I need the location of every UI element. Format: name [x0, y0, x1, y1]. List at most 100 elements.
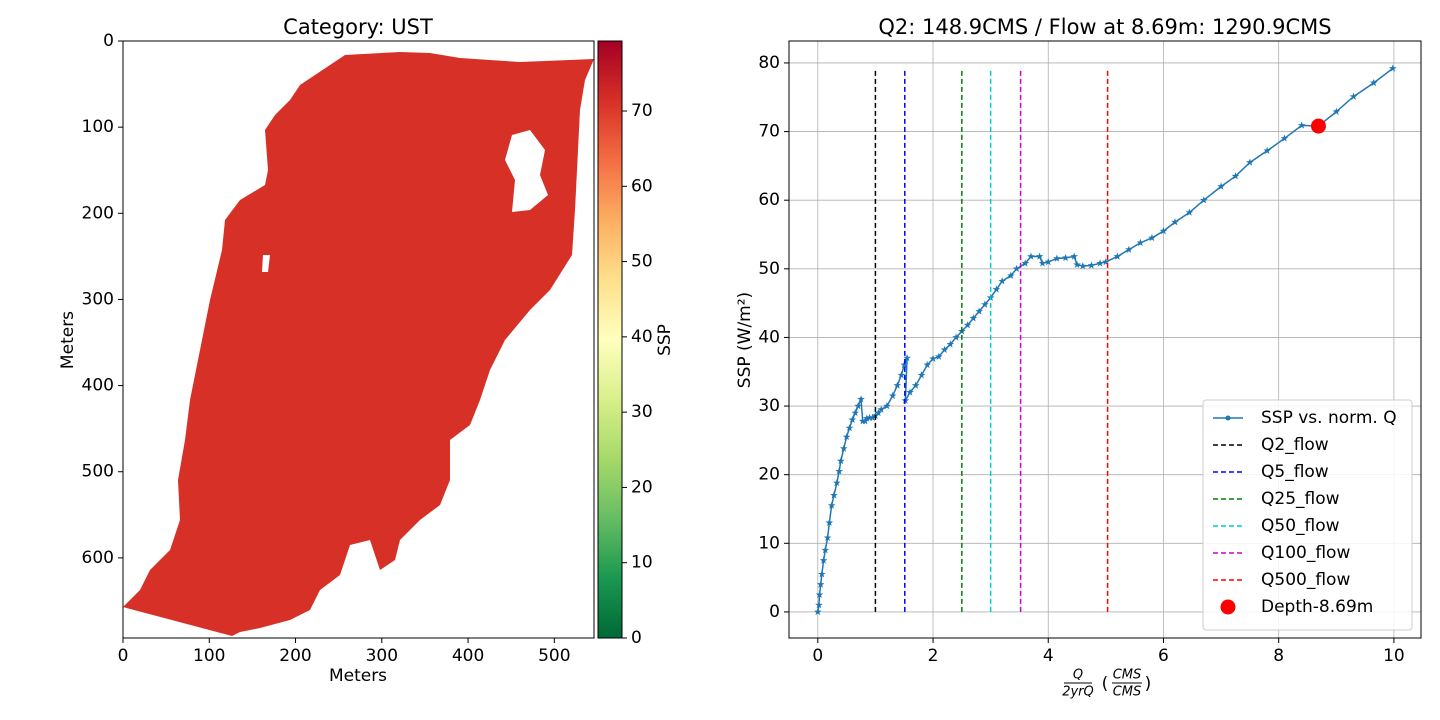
star-marker: [823, 533, 832, 542]
star-marker: [998, 277, 1006, 285]
star-marker: [952, 333, 960, 341]
raster-hole: [262, 255, 270, 272]
colorbar-tick-label: 20: [631, 477, 653, 497]
x-tick-label: 8: [1273, 646, 1284, 666]
star-marker: [893, 381, 902, 389]
colorbar-tick-label: 0: [631, 628, 642, 648]
y-tick-label: 600: [82, 548, 114, 568]
y-tick-label: 300: [82, 289, 114, 309]
star-marker: [1079, 262, 1087, 270]
star-marker: [1087, 261, 1096, 269]
star-marker: [1061, 253, 1070, 262]
y-tick-label: 10: [758, 533, 780, 553]
star-marker: [1125, 245, 1133, 253]
star-marker: [877, 405, 885, 413]
legend-swatch: [1220, 599, 1236, 615]
star-marker: [848, 415, 857, 424]
star-marker: [818, 570, 826, 578]
star-marker: [1044, 257, 1053, 266]
legend-label: SSP vs. norm. Q: [1261, 408, 1397, 428]
star-marker: [814, 607, 822, 616]
star-marker: [816, 580, 825, 588]
chart-title: Q2: 148.9CMS / Flow at 8.69m: 1290.9CMS: [878, 15, 1331, 39]
x-label-unit-denominator: CMS: [1113, 685, 1142, 700]
legend-box: [1202, 399, 1413, 631]
legend-label: Q25_flow: [1261, 489, 1340, 509]
star-marker: [833, 478, 841, 487]
y-tick-label: 500: [82, 462, 114, 482]
x-tick-label: 300: [366, 646, 398, 666]
star-marker: [1349, 92, 1358, 100]
y-tick-label: 80: [758, 53, 780, 73]
x-label-unit-numerator: CMS: [1113, 668, 1142, 683]
star-marker: [868, 413, 877, 421]
star-marker: [1297, 121, 1306, 129]
star-marker: [1263, 146, 1271, 155]
x-tick-label: 200: [279, 646, 311, 666]
star-marker: [903, 354, 911, 362]
star-marker: [1021, 259, 1030, 267]
star-marker: [1171, 218, 1179, 226]
star-marker: [1159, 227, 1168, 235]
legend-label: Q5_flow: [1261, 462, 1329, 482]
star-marker: [1038, 259, 1047, 267]
star-marker: [1073, 260, 1081, 268]
star-marker: [1388, 64, 1397, 72]
star-marker: [906, 388, 914, 396]
plot-frame: [788, 40, 1422, 639]
star-marker: [1217, 182, 1225, 190]
y-tick-label: 200: [82, 203, 114, 223]
star-marker: [975, 307, 983, 315]
star-marker: [1136, 238, 1145, 246]
star-marker: [839, 444, 848, 452]
y-tick-label: 60: [758, 190, 780, 210]
y-tick-label: 0: [769, 602, 780, 622]
plot-frame: [122, 40, 595, 639]
star-marker: [854, 402, 862, 410]
star-marker: [900, 360, 909, 369]
legend-marker: [1225, 415, 1231, 421]
star-marker: [1035, 252, 1044, 260]
y-axis-label: SSP (W/m²): [735, 292, 755, 388]
x-tick-label: 0: [812, 646, 823, 666]
colorbar-tick-label: 60: [631, 176, 653, 196]
x-tick-label: 10: [1383, 646, 1405, 666]
x-tick-label: 500: [538, 646, 570, 666]
colorbar-tick-label: 40: [631, 327, 653, 347]
colorbar-tick-label: 70: [631, 101, 653, 121]
scatter-point: [1310, 118, 1326, 134]
star-marker: [923, 360, 932, 369]
star-marker: [1012, 264, 1021, 273]
paren: ): [1145, 674, 1152, 694]
star-marker: [1102, 257, 1110, 266]
star-marker: [1113, 252, 1122, 260]
x-tick-label: 400: [452, 646, 484, 666]
x-tick-label: 4: [1043, 646, 1054, 666]
legend-label: Q500_flow: [1261, 570, 1350, 590]
star-marker: [940, 345, 949, 354]
star-marker: [946, 340, 955, 348]
star-marker: [874, 408, 883, 417]
star-marker: [929, 354, 937, 362]
star-marker: [888, 391, 897, 400]
y-tick-label: 400: [82, 376, 114, 396]
star-marker: [897, 371, 906, 379]
star-marker: [827, 501, 836, 509]
legend-label: Q2_flow: [1261, 435, 1329, 455]
legend-label: Q50_flow: [1261, 516, 1340, 536]
legend-label: Depth-8.69m: [1261, 597, 1373, 617]
star-marker: [1200, 196, 1208, 204]
y-tick-label: 100: [82, 117, 114, 137]
star-marker: [821, 546, 830, 554]
star-marker: [1053, 254, 1061, 262]
star-marker: [1332, 107, 1341, 115]
chart-title: Category: UST: [283, 15, 433, 39]
x-tick-label: 2: [928, 646, 939, 666]
raster-area: [123, 52, 594, 636]
star-marker: [969, 314, 978, 322]
star-marker: [1096, 259, 1104, 267]
y-tick-label: 50: [758, 259, 780, 279]
y-tick-label: 70: [758, 122, 780, 142]
y-tick-label: 20: [758, 465, 780, 485]
